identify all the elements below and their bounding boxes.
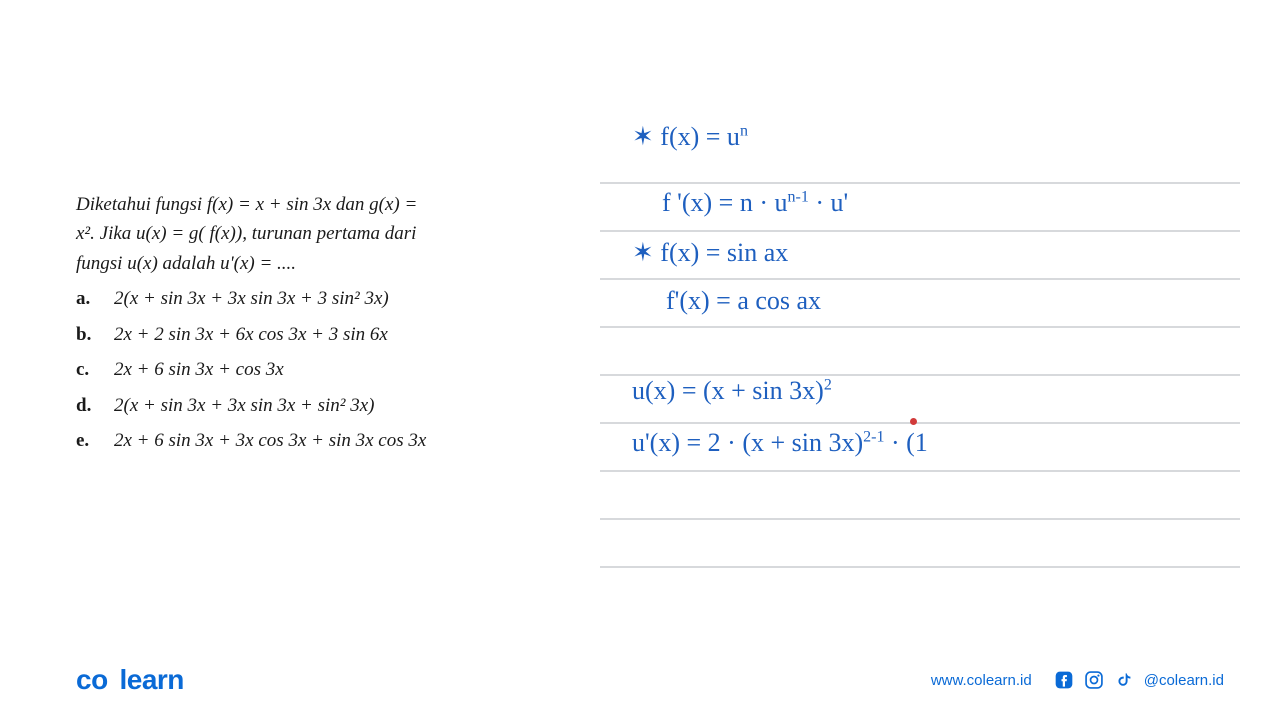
notepad-rule <box>600 518 1240 520</box>
notepad-rule <box>600 230 1240 232</box>
choice-text: 2x + 6 sin 3x + 3x cos 3x + sin 3x cos 3… <box>114 426 426 455</box>
choice-row: b. 2x + 2 sin 3x + 6x cos 3x + 3 sin 6x <box>76 320 556 349</box>
notepad-rule <box>600 326 1240 328</box>
brand-learn: learn <box>119 664 183 695</box>
notepad-rule <box>600 422 1240 424</box>
brand-co: co <box>76 664 108 695</box>
answer-choices: a. 2(x + sin 3x + 3x sin 3x + 3 sin² 3x)… <box>76 284 556 455</box>
problem-stem: Diketahui fungsi f(x) = x + sin 3x dan g… <box>76 190 556 278</box>
choice-label: b. <box>76 320 94 349</box>
choice-row: e. 2x + 6 sin 3x + 3x cos 3x + sin 3x co… <box>76 426 556 455</box>
red-dot-marker <box>910 418 917 425</box>
tiktok-icon <box>1114 670 1134 690</box>
footer-right: www.colearn.id @colearn.id <box>931 670 1224 690</box>
notepad-rule <box>600 278 1240 280</box>
handwritten-line: u(x) = (x + sin 3x)2 <box>632 376 832 406</box>
notepad-rule <box>600 470 1240 472</box>
handwritten-line: ✶ f(x) = sin ax <box>632 238 788 268</box>
choice-row: c. 2x + 6 sin 3x + cos 3x <box>76 355 556 384</box>
brand-logo: co learn <box>76 664 184 696</box>
problem-block: Diketahui fungsi f(x) = x + sin 3x dan g… <box>76 190 556 456</box>
handwritten-line: ✶ f(x) = un <box>632 122 748 152</box>
choice-label: a. <box>76 284 94 313</box>
choice-text: 2x + 2 sin 3x + 6x cos 3x + 3 sin 6x <box>114 320 388 349</box>
footer-handle: @colearn.id <box>1144 672 1224 689</box>
notepad-rule <box>600 566 1240 568</box>
social-group: @colearn.id <box>1054 670 1224 690</box>
choice-label: e. <box>76 426 94 455</box>
choice-text: 2(x + sin 3x + 3x sin 3x + sin² 3x) <box>114 391 375 420</box>
choice-label: d. <box>76 391 94 420</box>
handwritten-line: u'(x) = 2 · (x + sin 3x)2-1 · (1 <box>632 428 928 458</box>
choice-text: 2x + 6 sin 3x + cos 3x <box>114 355 284 384</box>
choice-row: d. 2(x + sin 3x + 3x sin 3x + sin² 3x) <box>76 391 556 420</box>
footer: co learn www.colearn.id @colearn.id <box>0 650 1280 720</box>
stem-line: x². Jika u(x) = g( f(x)), turunan pertam… <box>76 223 416 244</box>
choice-row: a. 2(x + sin 3x + 3x sin 3x + 3 sin² 3x) <box>76 284 556 313</box>
instagram-icon <box>1084 670 1104 690</box>
notepad-rule <box>600 182 1240 184</box>
footer-url: www.colearn.id <box>931 672 1032 689</box>
facebook-icon <box>1054 670 1074 690</box>
stem-line: fungsi u(x) adalah u'(x) = .... <box>76 253 296 274</box>
handwriting-pane: ✶ f(x) = un f '(x) = n · un-1 · u' ✶ f(x) … <box>600 100 1240 580</box>
handwritten-line: f'(x) = a cos ax <box>666 286 821 316</box>
choice-label: c. <box>76 355 94 384</box>
handwritten-line: f '(x) = n · un-1 · u' <box>662 188 848 218</box>
choice-text: 2(x + sin 3x + 3x sin 3x + 3 sin² 3x) <box>114 284 389 313</box>
stem-line: Diketahui fungsi f(x) = x + sin 3x dan g… <box>76 194 417 215</box>
